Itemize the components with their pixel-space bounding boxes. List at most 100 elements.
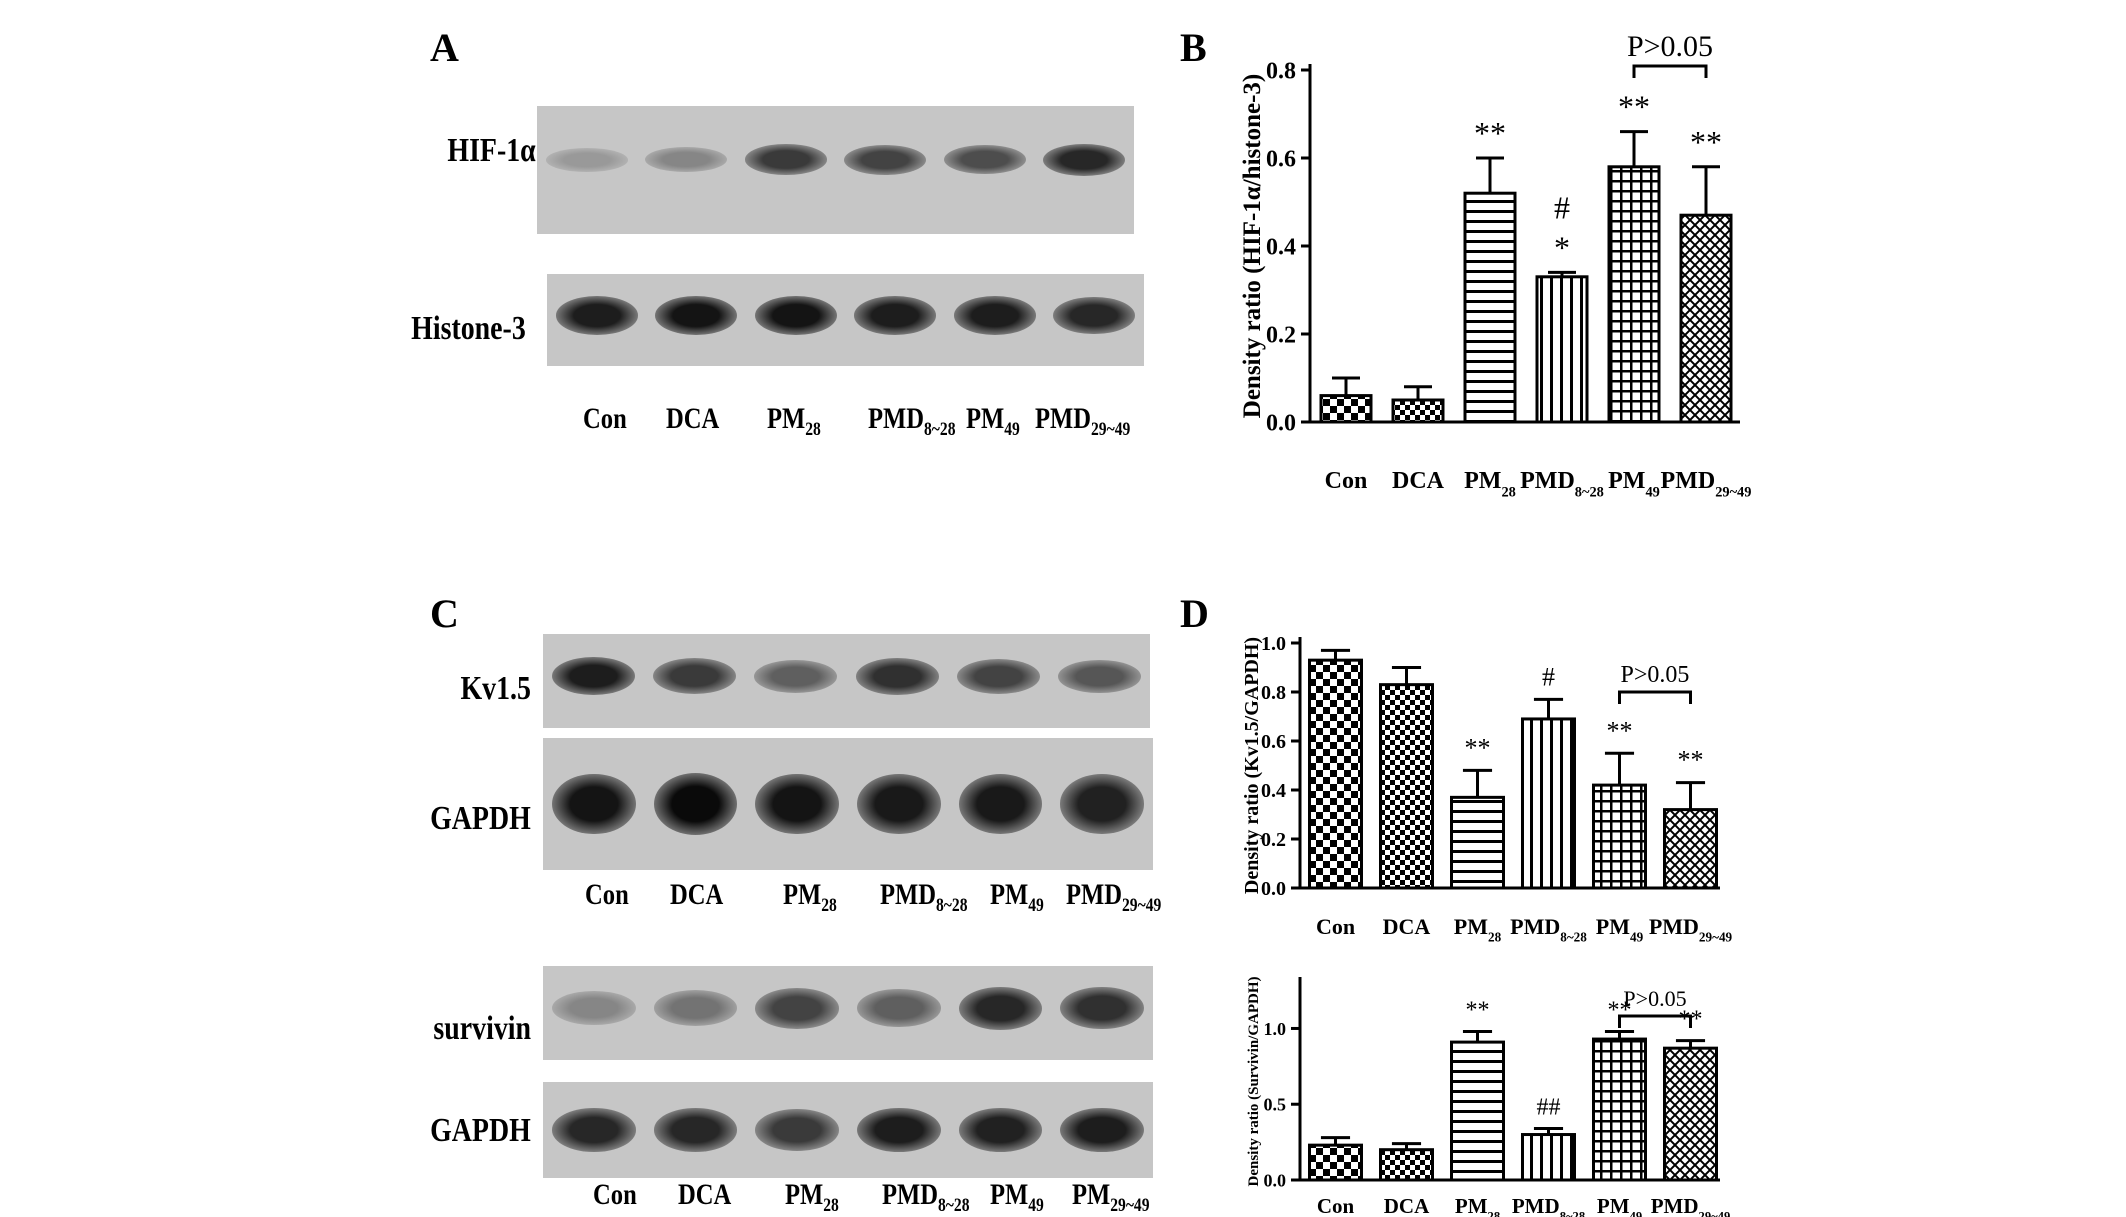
band-histone-0 xyxy=(555,296,638,335)
chart-d-top-ytick-label-5: 1.0 xyxy=(1261,633,1286,655)
band-hif-2 xyxy=(744,144,827,176)
chart-b-category-1: DCA xyxy=(1392,468,1445,494)
chart-d-top-bar-0 xyxy=(1308,658,1363,890)
blot-label-survivin: survivin xyxy=(433,1010,531,1047)
chart-d-bottom-bar-0 xyxy=(1308,1143,1363,1182)
a-lane-label-5: PMD29~49 xyxy=(1035,402,1131,440)
chart-d-top-annotation-5: ** xyxy=(1678,746,1704,775)
chart-d-top-annotation-3: # xyxy=(1542,662,1555,691)
c-bottom-lane-label-5: PM29~49 xyxy=(1072,1178,1150,1216)
band-hif-1 xyxy=(645,147,728,173)
band-survivin-4 xyxy=(958,986,1043,1030)
band-kv-1 xyxy=(653,658,737,695)
blot-kv xyxy=(543,634,1150,728)
chart-b-ytick-label-0: 0.0 xyxy=(1266,410,1296,436)
chart-d-top-bar-1 xyxy=(1379,683,1434,890)
band-gapdh2-2 xyxy=(755,1109,839,1151)
chart-b-category-4: PM49 xyxy=(1608,468,1660,500)
band-hif-0 xyxy=(545,147,628,172)
chart-d-bottom-ytick-label-1: 0.5 xyxy=(1264,1095,1287,1115)
chart-b-ytick-label-4: 0.8 xyxy=(1266,58,1296,84)
chart-b-annotation-5: ** xyxy=(1690,124,1722,160)
band-survivin-2 xyxy=(755,988,839,1029)
band-gapdh2-0 xyxy=(552,1108,636,1152)
chart-d-top-bar-5 xyxy=(1663,808,1718,890)
chart-b-ytick-label-1: 0.2 xyxy=(1266,322,1296,348)
c-top-lane-label-5: PMD29~49 xyxy=(1066,878,1162,916)
band-gapdh2-4 xyxy=(958,1108,1043,1152)
c-top-lane-label-0: Con xyxy=(585,878,629,911)
band-kv-0 xyxy=(552,657,636,696)
chart-d-top-category-5: PMD29~49 xyxy=(1649,914,1733,945)
band-gapdh1-3 xyxy=(857,773,941,834)
c-top-lane-label-1: DCA xyxy=(670,878,724,911)
band-gapdh2-5 xyxy=(1060,1107,1144,1153)
chart-b-bar-5 xyxy=(1679,213,1733,424)
c-bottom-lane-label-3: PMD8~28 xyxy=(882,1178,970,1216)
chart-b-annotation-2: ** xyxy=(1474,115,1506,151)
band-gapdh2-1 xyxy=(653,1108,738,1152)
blot-gapdh1 xyxy=(543,738,1153,870)
blot-label-hif: HIF-1α xyxy=(447,132,536,169)
a-lane-label-4: PM49 xyxy=(966,402,1020,440)
chart-b-category-2: PM28 xyxy=(1464,468,1516,500)
band-gapdh2-3 xyxy=(857,1107,941,1153)
chart-b-ytick-label-3: 0.6 xyxy=(1266,146,1296,172)
chart-d-bottom-bracket-label: P>0.05 xyxy=(1623,986,1686,1011)
c-bottom-lane-label-0: Con xyxy=(593,1178,637,1211)
chart-d-bottom-bar-3 xyxy=(1521,1133,1576,1182)
chart-d-top-category-2: PM28 xyxy=(1454,914,1502,945)
chart-d-bottom-annotation-2: ** xyxy=(1466,997,1490,1023)
chart-b-bar-3 xyxy=(1535,275,1589,424)
chart-d-bottom-bar-2 xyxy=(1450,1040,1505,1182)
band-kv-2 xyxy=(754,659,838,693)
chart-d-top-bar-4 xyxy=(1592,783,1647,890)
band-kv-5 xyxy=(1057,659,1141,694)
blot-hif xyxy=(537,106,1134,234)
chart-b-annotation-3-1: * xyxy=(1554,229,1570,265)
chart-b-ytick-label-2: 0.4 xyxy=(1266,234,1296,260)
panel-c-letter: C xyxy=(430,591,459,636)
chart-d-top-ytick-label-3: 0.6 xyxy=(1261,731,1286,753)
chart-d-top-category-3: PMD8~28 xyxy=(1510,914,1587,945)
band-kv-3 xyxy=(855,657,939,695)
chart-b-category-3: PMD8~28 xyxy=(1520,468,1604,500)
chart-d-bottom-category-5: PMD29~49 xyxy=(1651,1194,1731,1217)
c-top-lane-label-4: PM49 xyxy=(990,878,1044,916)
band-survivin-1 xyxy=(653,990,738,1027)
chart-d-top-annotation-2: ** xyxy=(1465,733,1491,762)
chart-d-top-bar-3 xyxy=(1521,717,1576,890)
chart-b-bar-1 xyxy=(1391,398,1445,424)
chart-d-top-bar-2 xyxy=(1450,795,1505,890)
chart-d-bottom-category-3: PMD8~28 xyxy=(1512,1194,1585,1217)
band-hif-3 xyxy=(844,144,927,175)
chart-b-bar-2 xyxy=(1463,191,1517,424)
chart-d-top-ytick-label-1: 0.2 xyxy=(1261,829,1286,851)
blot-label-histone: Histone-3 xyxy=(411,310,526,347)
band-gapdh1-5 xyxy=(1060,774,1144,834)
band-gapdh1-1 xyxy=(653,773,738,835)
chart-d-bottom-bar-1 xyxy=(1379,1148,1434,1182)
chart-d-bottom-category-1: DCA xyxy=(1384,1194,1430,1217)
band-hif-4 xyxy=(943,145,1026,175)
band-gapdh1-0 xyxy=(552,773,636,835)
c-bottom-lane-label-1: DCA xyxy=(678,1178,732,1211)
chart-b-annotation-4: ** xyxy=(1618,89,1650,125)
chart-d-bottom-category-2: PM28 xyxy=(1455,1194,1500,1217)
chart-b-bracket xyxy=(1632,64,1708,78)
chart-d-top-bracket xyxy=(1618,690,1692,704)
band-kv-4 xyxy=(956,658,1040,694)
chart-d-top-bracket-label: P>0.05 xyxy=(1621,662,1690,688)
chart-d-bottom-category-0: Con xyxy=(1317,1194,1355,1217)
blot-histone xyxy=(547,274,1144,366)
band-gapdh1-2 xyxy=(755,773,839,835)
chart-b-annotation-3-0: # xyxy=(1554,189,1570,225)
chart-b-ylabel: Density ratio (HIF-1α/histone-3) xyxy=(1239,74,1266,418)
c-bottom-lane-label-4: PM49 xyxy=(990,1178,1044,1216)
a-lane-label-2: PM28 xyxy=(767,402,821,440)
blot-survivin xyxy=(543,966,1153,1060)
chart-b-category-0: Con xyxy=(1325,468,1368,494)
blot-label-kv: Kv1.5 xyxy=(460,670,531,707)
chart-d-bottom-bar-5 xyxy=(1663,1046,1718,1182)
